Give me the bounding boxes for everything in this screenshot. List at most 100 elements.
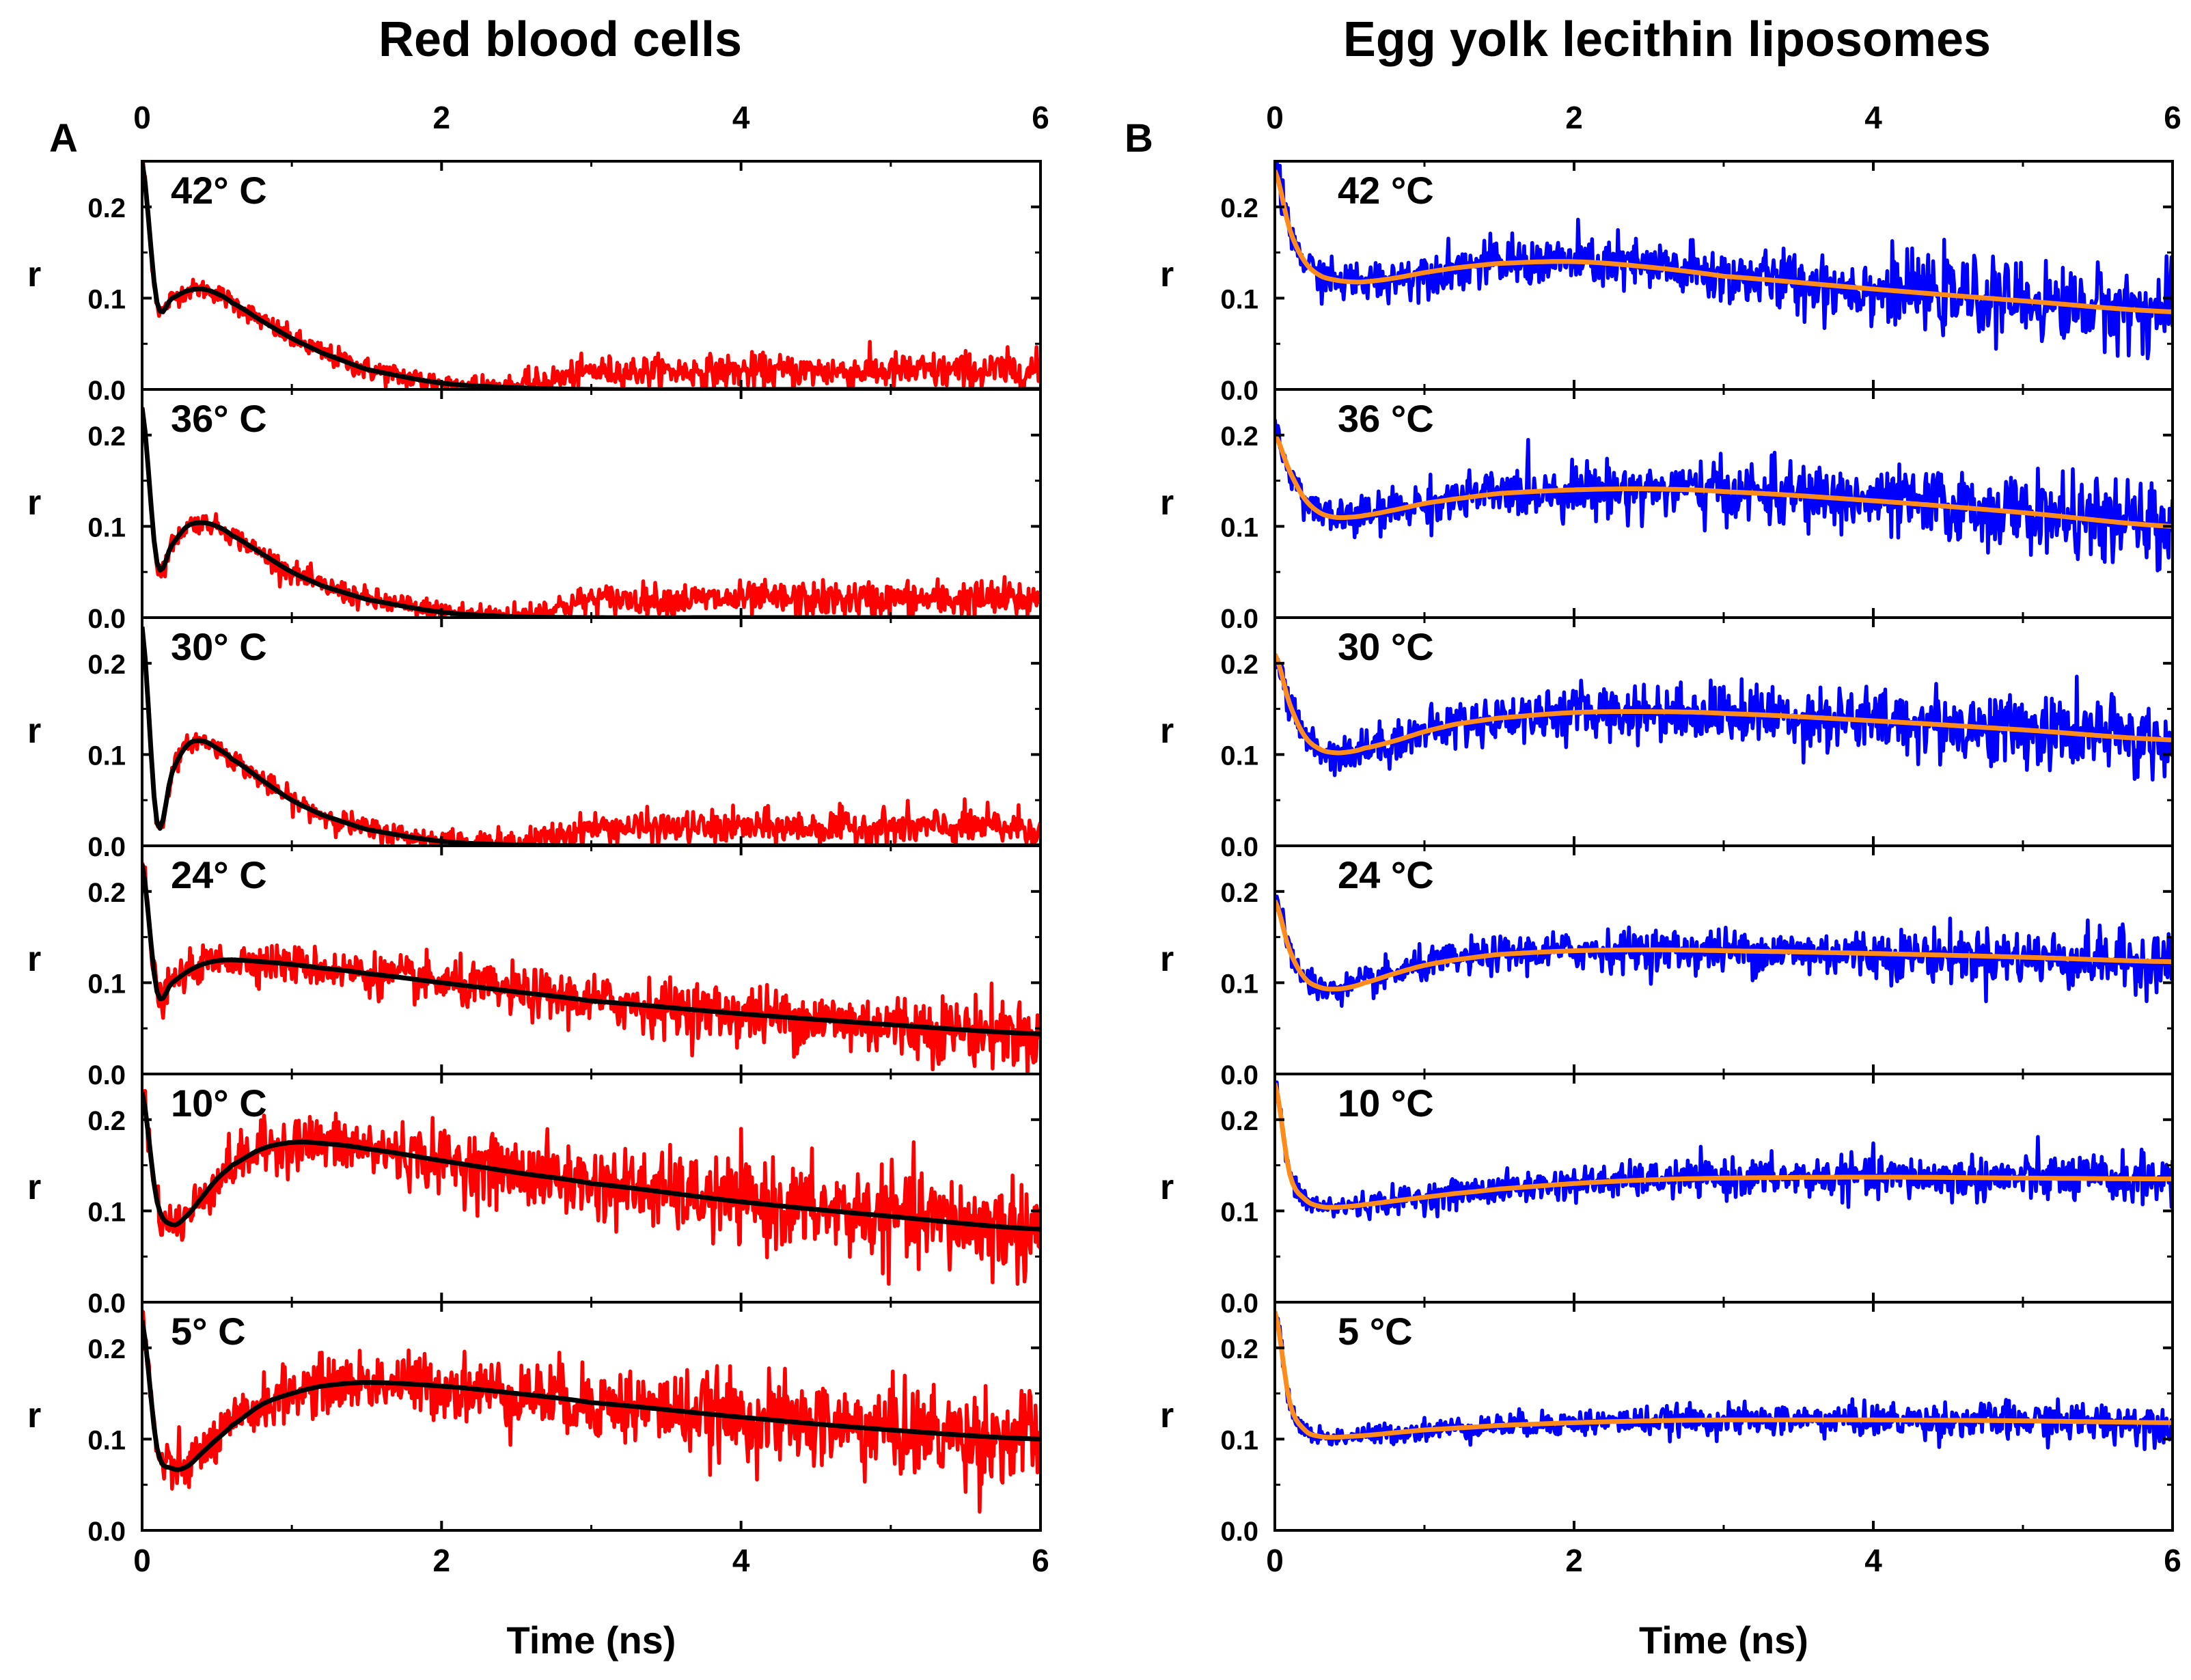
top-tick-label: 4	[732, 100, 750, 135]
y-tick-label: 0.2	[1220, 1106, 1258, 1136]
top-tick-label: 4	[1864, 100, 1882, 135]
subplot: 0.0 0.1 0.2 r 5 °C	[1160, 1301, 2174, 1547]
fit-curve	[1275, 434, 2173, 529]
y-tick-label: 0.0	[1220, 832, 1258, 862]
bottom-tick-label: 2	[433, 1543, 451, 1578]
y-axis-label: r	[1160, 255, 1174, 294]
fit-curve	[142, 407, 1041, 618]
temperature-label: 5° C	[171, 1310, 246, 1353]
y-tick-label: 0.1	[1220, 969, 1258, 999]
subplot: 0.0 0.1 0.2 r 24 °C	[1160, 844, 2174, 1090]
y-tick-label: 0.2	[87, 650, 126, 680]
subplot: 0.0 0.1 0.2 r 36° C	[27, 388, 1042, 634]
y-tick-label: 0.2	[1220, 878, 1258, 908]
y-axis-label: r	[1160, 483, 1174, 523]
y-tick-label: 0.2	[1220, 1334, 1258, 1364]
temperature-label: 24 °C	[1338, 853, 1434, 896]
fit-curve	[1275, 899, 2173, 992]
y-tick-label: 0.1	[1220, 512, 1258, 542]
data-trace	[142, 862, 1041, 1074]
data-trace	[142, 407, 1041, 618]
top-tick-label: 6	[1032, 100, 1049, 135]
bottom-tick-label: 6	[2164, 1543, 2181, 1578]
y-tick-label: 0.2	[87, 193, 126, 223]
y-tick-label: 0.0	[1220, 1517, 1258, 1547]
y-axis-label: r	[1160, 1396, 1174, 1435]
y-axis-label: r	[27, 1396, 41, 1435]
temperature-label: 36° C	[171, 397, 267, 440]
y-tick-label: 0.1	[87, 741, 126, 771]
y-tick-label: 0.0	[87, 604, 126, 634]
y-tick-label: 0.0	[87, 832, 126, 862]
y-tick-label: 0.2	[87, 878, 126, 908]
bottom-tick-label: 0	[133, 1543, 151, 1578]
data-trace	[1275, 894, 2173, 1008]
subplot: 0.0 0.1 0.2 r 30° C	[27, 616, 1042, 862]
y-tick-label: 0.0	[87, 1517, 126, 1547]
y-tick-label: 0.0	[1220, 1289, 1258, 1319]
y-axis-label: r	[27, 1168, 41, 1207]
top-tick-label: 2	[433, 100, 451, 135]
y-axis-label: r	[1160, 711, 1174, 751]
y-tick-label: 0.0	[1220, 1060, 1258, 1090]
data-trace	[142, 1310, 1041, 1514]
y-axis-label: r	[1160, 939, 1174, 979]
fit-curve	[1275, 1082, 2173, 1210]
y-tick-label: 0.1	[87, 969, 126, 999]
y-tick-label: 0.0	[1220, 604, 1258, 634]
bottom-tick-label: 6	[1032, 1543, 1049, 1578]
temperature-label: 30 °C	[1338, 625, 1434, 668]
data-trace	[142, 161, 1041, 389]
data-trace	[1275, 161, 2173, 361]
temperature-label: 10 °C	[1338, 1082, 1434, 1125]
subplot: 0.0 0.1 0.2 r 10° C	[27, 1073, 1042, 1319]
fit-curve	[1275, 1310, 2173, 1440]
top-tick-label: 2	[1565, 100, 1583, 135]
top-tick-label: 0	[1266, 100, 1284, 135]
y-axis-label: r	[27, 939, 41, 979]
temperature-label: 42° C	[171, 169, 267, 212]
data-trace	[142, 627, 1041, 846]
bottom-tick-label: 4	[732, 1543, 750, 1578]
subplot: 0.0 0.1 0.2 r 42° C	[27, 160, 1042, 406]
subplot: 0.0 0.1 0.2 r 42 °C	[1160, 160, 2174, 406]
y-tick-label: 0.2	[1220, 193, 1258, 223]
y-tick-label: 0.1	[1220, 284, 1258, 314]
temperature-label: 10° C	[171, 1082, 267, 1125]
bottom-tick-label: 0	[1266, 1543, 1284, 1578]
panel-letter: A	[49, 116, 78, 161]
subplot-frame	[141, 160, 1042, 391]
bottom-tick-label: 2	[1565, 1543, 1583, 1578]
y-tick-label: 0.1	[1220, 1425, 1258, 1455]
data-trace	[142, 1088, 1041, 1286]
data-trace	[1275, 1312, 2173, 1451]
y-axis-label: r	[27, 255, 41, 294]
subplot: 0.0 0.1 0.2 r 10 °C	[1160, 1073, 2174, 1319]
fit-curve	[142, 864, 1041, 1036]
data-trace	[1275, 419, 2173, 573]
y-axis-label: r	[27, 711, 41, 751]
fit-curve	[1275, 169, 2173, 314]
y-tick-label: 0.1	[1220, 1197, 1258, 1227]
y-tick-label: 0.2	[87, 1106, 126, 1136]
y-axis-label: r	[1160, 1168, 1174, 1207]
fit-curve	[142, 1320, 1041, 1472]
top-tick-label: 0	[133, 100, 151, 135]
bottom-tick-label: 4	[1864, 1543, 1882, 1578]
panel-letter: B	[1125, 116, 1153, 161]
top-tick-label: 6	[2164, 100, 2181, 135]
fit-curve	[1275, 653, 2173, 756]
y-tick-label: 0.2	[87, 1334, 126, 1364]
y-tick-label: 0.1	[87, 512, 126, 542]
data-trace	[1275, 1080, 2173, 1222]
fit-curve	[142, 161, 1041, 389]
temperature-label: 24° C	[171, 853, 267, 896]
temperature-label: 36 °C	[1338, 397, 1434, 440]
panel-b: Egg yolk lecithin liposomes B Time (ns) 0 0 2…	[1125, 12, 2181, 1662]
y-tick-label: 0.1	[87, 1197, 126, 1227]
x-axis-label: Time (ns)	[1639, 1619, 1808, 1662]
y-tick-label: 0.0	[1220, 376, 1258, 406]
y-tick-label: 0.1	[1220, 741, 1258, 771]
